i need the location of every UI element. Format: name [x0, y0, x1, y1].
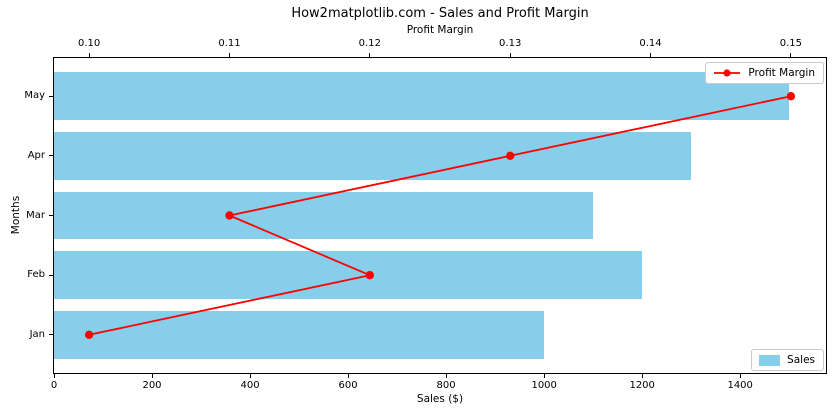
- sales-bar-mar: [54, 191, 594, 240]
- x-bottom-tick-mark: [53, 374, 55, 378]
- x-top-tick-mark: [509, 53, 511, 57]
- y-tick-label: Apr: [27, 149, 45, 161]
- x-top-tick-label: 0.14: [639, 38, 662, 49]
- x-bottom-tick-mark: [445, 374, 447, 378]
- profit-margin-point-feb: [365, 271, 374, 280]
- x-top-tick-label: 0.10: [77, 38, 101, 49]
- x-top-tick-mark: [650, 53, 651, 57]
- bottom-x-axis-label: Sales ($): [416, 393, 464, 405]
- x-bottom-tick-label: 1000: [531, 380, 557, 391]
- x-bottom-tick-label: 400: [240, 380, 260, 391]
- x-top-tick-mark: [369, 53, 371, 57]
- y-tick-label: May: [24, 90, 45, 102]
- top-x-axis-label: Profit Margin: [406, 24, 474, 36]
- plot-area: Profit Margin Sales: [53, 57, 827, 374]
- x-bottom-tick-label: 200: [142, 380, 162, 391]
- legend-profit-margin-label: Profit Margin: [748, 67, 815, 79]
- sales-bar-feb: [54, 251, 643, 299]
- x-bottom-tick-label: 800: [436, 380, 456, 391]
- sales-bar-may: [54, 72, 790, 120]
- x-bottom-tick-mark: [151, 374, 153, 378]
- x-top-tick-mark: [790, 53, 792, 57]
- x-bottom-tick-label: 0: [50, 380, 58, 391]
- y-tick-mark: [49, 215, 53, 216]
- profit-margin-point-may: [786, 92, 796, 101]
- x-top-tick-label: 0.15: [779, 38, 803, 49]
- x-bottom-tick-mark: [641, 374, 643, 378]
- x-top-tick-label: 0.12: [358, 38, 381, 49]
- x-top-tick-mark: [88, 53, 90, 57]
- x-bottom-tick-mark: [543, 374, 545, 378]
- y-tick-mark: [49, 155, 53, 157]
- x-top-tick-label: 0.13: [499, 38, 522, 49]
- profit-margin-point-apr: [506, 151, 515, 160]
- y-tick-mark: [49, 274, 53, 276]
- x-bottom-tick-label: 1400: [727, 380, 753, 391]
- x-bottom-tick-mark: [347, 374, 349, 378]
- y-tick-label: Feb: [27, 269, 45, 281]
- profit-margin-point-jan: [84, 330, 94, 339]
- profit-margin-line: [84, 92, 796, 339]
- y-tick-mark: [49, 95, 53, 97]
- y-tick-label: Mar: [26, 209, 45, 221]
- legend-profit-margin: Profit Margin: [705, 62, 824, 84]
- y-tick-label: Jan: [29, 328, 45, 340]
- x-top-tick-mark: [229, 53, 230, 57]
- x-bottom-tick-mark: [739, 374, 741, 378]
- x-bottom-tick-label: 1200: [629, 380, 655, 391]
- profit-margin-point-mar: [225, 211, 234, 220]
- legend-line-marker-icon: [714, 69, 741, 77]
- x-top-tick-label: 0.11: [218, 38, 241, 49]
- sales-bar-jan: [54, 311, 545, 359]
- chart-title: How2matplotlib.com - Sales and Profit Ma…: [291, 6, 589, 21]
- y-tick-mark: [49, 334, 53, 336]
- x-bottom-tick-label: 600: [338, 380, 358, 391]
- legend-sales: Sales: [751, 349, 824, 371]
- legend-color-swatch: [759, 354, 781, 366]
- legend-sales-label: Sales: [787, 354, 815, 366]
- x-bottom-tick-mark: [249, 374, 251, 378]
